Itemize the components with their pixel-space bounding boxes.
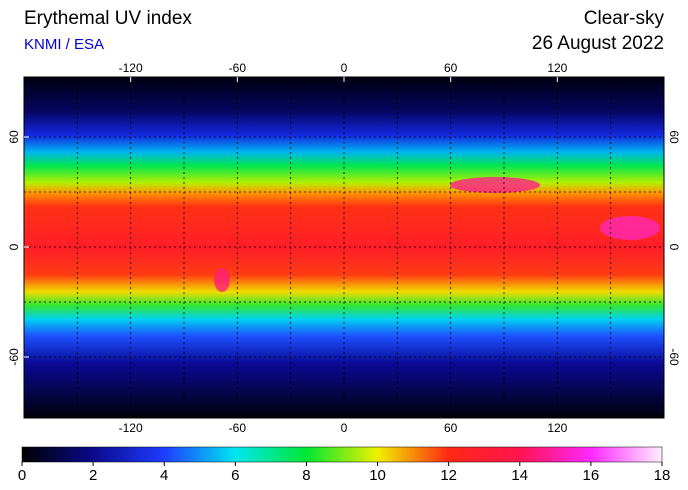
lat-tick-label: -60 <box>667 348 681 366</box>
colorbar-tick-label: 2 <box>89 467 97 484</box>
lon-tick-label: -60 <box>229 61 247 75</box>
lat-tick-label: 60 <box>667 130 681 144</box>
date: 26 August 2022 <box>532 33 664 54</box>
lon-tick-label: -120 <box>119 61 143 75</box>
lat-tick-label: 0 <box>7 243 21 250</box>
lat-tick-label: -60 <box>7 348 21 366</box>
colorbar-tick-label: 4 <box>160 467 168 484</box>
lon-tick-label: 120 <box>547 61 567 75</box>
uv-hotspot <box>600 216 660 240</box>
colorbar-tick-label: 14 <box>511 467 528 484</box>
lat-tick-label: 60 <box>7 130 21 144</box>
colorbar <box>21 446 663 463</box>
colorbar-tick-label: 8 <box>302 467 310 484</box>
colorbar-tick-label: 18 <box>654 467 671 484</box>
colorbar-tick-label: 16 <box>583 467 600 484</box>
lon-tick-label: 0 <box>341 421 348 435</box>
condition: Clear-sky <box>584 8 665 29</box>
lon-tick-label: 120 <box>547 421 567 435</box>
source: KNMI / ESA <box>24 36 104 53</box>
colorbar-tick-label: 12 <box>440 467 457 484</box>
uv-hotspot <box>214 268 230 292</box>
lon-tick-label: 60 <box>444 421 458 435</box>
lat-tick-label: 0 <box>667 244 681 251</box>
lon-tick-label: 60 <box>444 61 458 75</box>
uv-hotspot <box>450 177 540 193</box>
lon-tick-label: 0 <box>341 61 348 75</box>
lon-tick-label: -120 <box>119 421 143 435</box>
title: Erythemal UV index <box>24 8 192 29</box>
colorbar-tick-label: 0 <box>18 467 26 484</box>
colorbar-tick-label: 6 <box>231 467 239 484</box>
lon-tick-label: -60 <box>229 421 247 435</box>
colorbar-tick-label: 10 <box>369 467 386 484</box>
